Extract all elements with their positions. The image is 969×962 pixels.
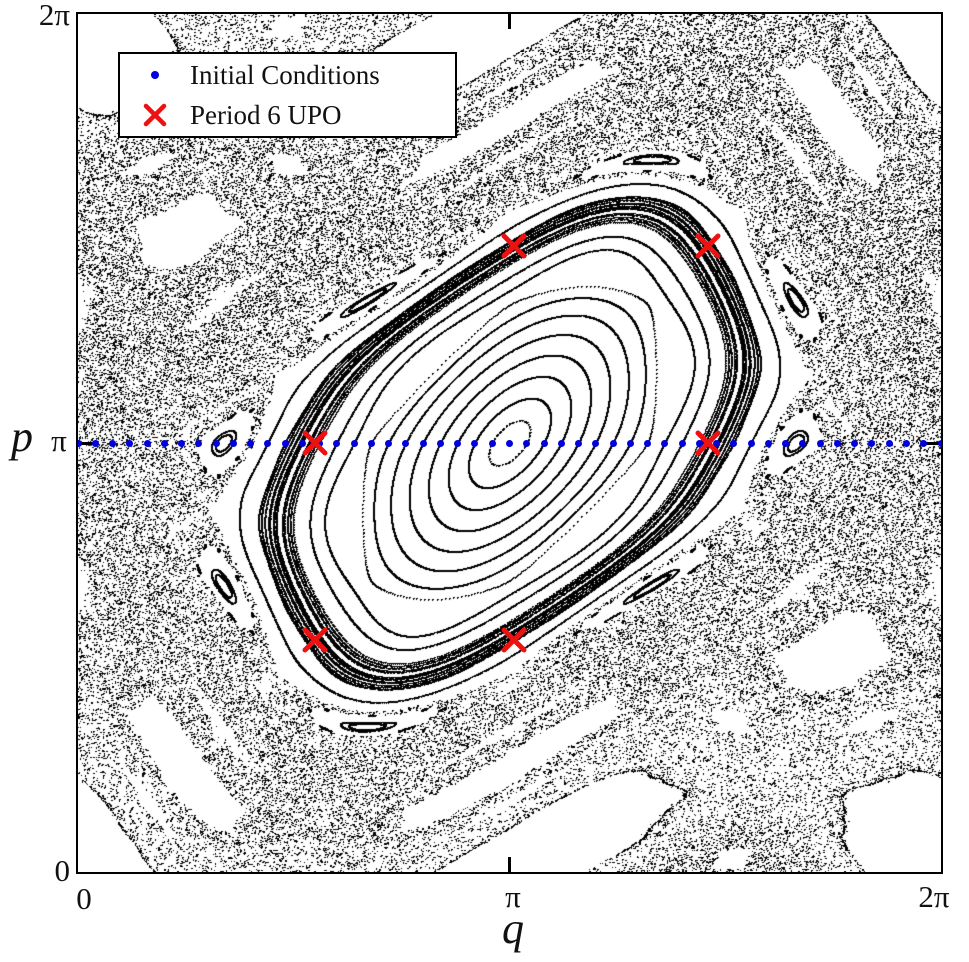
legend-label: Period 6 UPO	[190, 99, 342, 130]
initial-condition-dot	[661, 439, 669, 447]
initial-condition-dot	[78, 439, 82, 447]
initial-condition-dot	[626, 439, 634, 447]
y-axis-label: p	[11, 412, 33, 461]
initial-condition-dot	[799, 439, 807, 447]
initial-condition-dot	[609, 439, 617, 447]
initial-condition-dot	[885, 439, 893, 447]
initial-condition-dot	[143, 439, 151, 447]
period6-upo-cross-icon	[120, 102, 190, 128]
initial-condition-dot	[782, 439, 790, 447]
initial-condition-dot	[298, 439, 306, 447]
initial-condition-dot	[178, 439, 186, 447]
upo-cross-marker	[695, 233, 721, 259]
initial-condition-dot	[264, 439, 272, 447]
initial-condition-dot	[160, 439, 168, 447]
initial-condition-dot	[764, 439, 772, 447]
y-tick-pi-right	[926, 441, 941, 445]
initial-condition-dot	[454, 439, 462, 447]
y-tick-label-0: 0	[54, 853, 71, 888]
initial-condition-dot	[419, 439, 427, 447]
initial-condition-dot	[195, 439, 203, 447]
x-tick-pi-bottom	[508, 857, 511, 872]
initial-condition-dot	[402, 439, 410, 447]
initial-condition-dot	[436, 439, 444, 447]
initial-condition-dot	[678, 439, 686, 447]
x-tick-label-2pi: 2π	[918, 879, 950, 914]
initial-condition-dot	[506, 439, 513, 447]
initial-condition-dot	[316, 439, 324, 447]
initial-conditions-dot-icon	[120, 71, 190, 79]
initial-condition-dot	[937, 439, 941, 447]
initial-condition-dot	[523, 439, 531, 447]
initial-condition-dot	[385, 439, 393, 447]
initial-condition-dot	[902, 439, 910, 447]
initial-condition-dot	[557, 439, 565, 447]
initial-condition-dot	[247, 439, 255, 447]
initial-condition-dot	[730, 439, 738, 447]
y-tick-label-pi: π	[51, 423, 67, 458]
y-tick-label-2pi: 2π	[38, 0, 70, 32]
legend: Initial Conditions Period 6 UPO	[118, 52, 457, 138]
initial-condition-dot	[212, 439, 220, 447]
upo-cross-marker	[501, 627, 527, 653]
initial-condition-dot	[695, 439, 703, 447]
initial-condition-dot	[713, 439, 721, 447]
x-axis-label: q	[502, 904, 524, 953]
initial-condition-dot	[126, 439, 134, 447]
initial-condition-dot	[920, 439, 928, 447]
initial-condition-dot	[851, 439, 859, 447]
legend-item-period6-upo: Period 6 UPO	[120, 95, 455, 135]
initial-condition-dot	[488, 439, 496, 447]
initial-condition-dot	[592, 439, 600, 447]
initial-condition-dot	[281, 439, 289, 447]
plot-area: Initial Conditions Period 6 UPO	[76, 12, 943, 874]
initial-condition-dot	[109, 439, 117, 447]
initial-condition-dot	[833, 439, 841, 447]
x-tick-label-pi: π	[505, 879, 521, 914]
initial-condition-dot	[747, 439, 755, 447]
initial-condition-dot	[91, 439, 99, 447]
initial-condition-dot	[868, 439, 876, 447]
upo-cross-marker	[695, 430, 721, 456]
upo-cross-marker	[302, 430, 328, 456]
initial-condition-dot	[575, 439, 583, 447]
legend-label: Initial Conditions	[190, 59, 380, 90]
initial-condition-dot	[816, 439, 824, 447]
initial-condition-dot	[333, 439, 341, 447]
initial-condition-dot	[540, 439, 548, 447]
initial-condition-dot	[229, 439, 237, 447]
initial-condition-dot	[471, 439, 479, 447]
upo-cross-marker	[501, 233, 527, 259]
x-tick-label-0: 0	[76, 881, 92, 916]
initial-condition-dot	[644, 439, 652, 447]
initial-condition-dot	[350, 439, 358, 447]
y-tick-pi-left	[78, 441, 93, 445]
legend-item-initial-conditions: Initial Conditions	[120, 55, 455, 95]
upo-cross-marker	[302, 627, 328, 653]
initial-condition-dot	[367, 439, 375, 447]
x-tick-pi-top	[508, 14, 511, 29]
